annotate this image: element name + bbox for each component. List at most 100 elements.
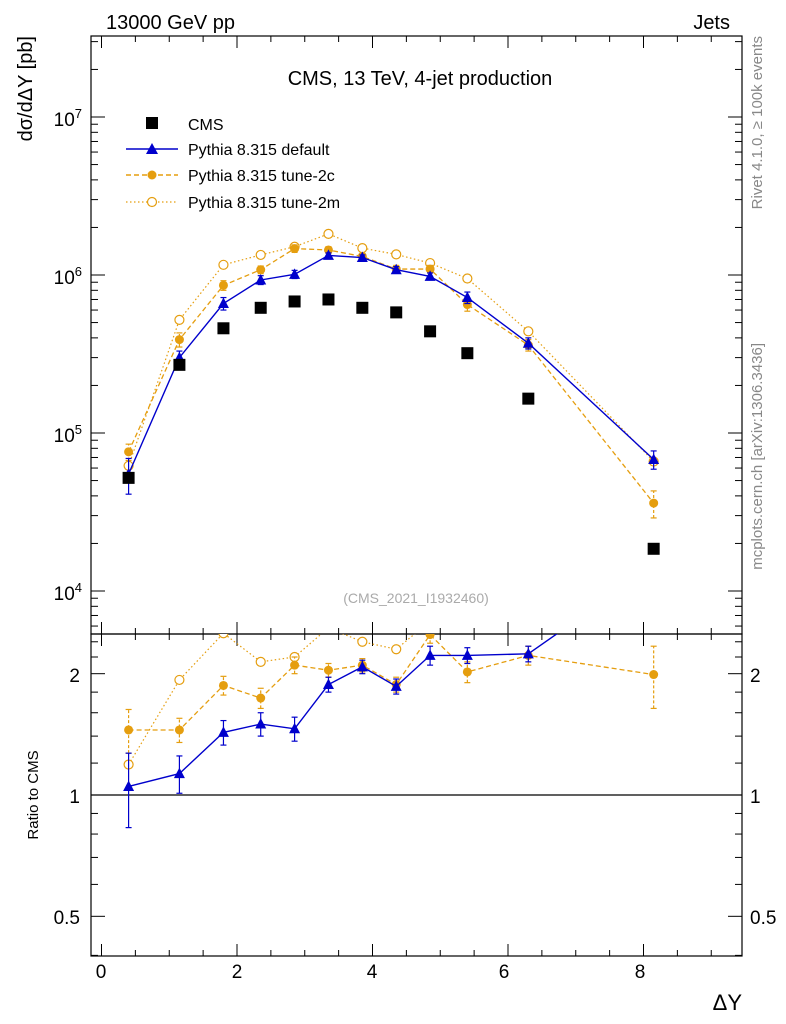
main-default-point	[289, 268, 301, 279]
cms-data-point	[173, 358, 186, 371]
ratio-default-point	[289, 722, 301, 734]
x-tick-labels: 0 2 4 6 8	[96, 962, 646, 983]
ratio-tune-2c-errorbar	[427, 634, 434, 644]
y-tick-label-1e7: 107	[54, 106, 82, 131]
main-tune-2m-point	[218, 259, 229, 270]
x-tick-label-8: 8	[635, 962, 646, 983]
main-default-point	[648, 453, 660, 464]
y-tick-label-1e5: 105	[54, 422, 82, 447]
cms-data-point	[288, 295, 301, 308]
main-tune-2c-errorbar	[650, 490, 657, 519]
ratio-tune-2c-line	[128, 634, 654, 731]
main-tune-2c-point	[256, 265, 266, 275]
main-tune-2m-point	[255, 249, 266, 261]
x-tick-label-2: 2	[232, 962, 243, 983]
main-tune-2m-point	[462, 273, 473, 284]
ratio-default-point	[390, 680, 402, 691]
main-y-axis-label: dσ/dΔY [pb]	[15, 36, 37, 141]
ratio-tune-2c-point	[174, 725, 184, 735]
ratio-tune-2c-point	[323, 665, 333, 675]
ratio-tick-label-0-5-right: 0.5	[750, 908, 776, 929]
y-tick-label-1e4: 104	[54, 580, 82, 605]
ratio-tick-label-1: 1	[69, 787, 80, 808]
legend-marker-default	[146, 143, 158, 154]
ratio-default-errorbar	[651, 557, 657, 576]
main-tune-2m-point	[174, 314, 185, 325]
ratio-tune-2c-errorbar	[291, 656, 298, 675]
ratio-axis-ticks	[91, 634, 742, 956]
legend-marker-tune-2c	[147, 170, 157, 180]
main-tune-2c-point	[290, 244, 300, 254]
main-axis-ticks	[91, 36, 742, 634]
main-data-layer	[122, 228, 660, 555]
legend: CMS Pythia 8.315 default Pythia 8.315 tu…	[126, 117, 340, 212]
main-tune-2c-point	[649, 498, 659, 508]
ratio-tune-2c-point	[425, 634, 435, 640]
x-tick-label-6: 6	[499, 962, 510, 983]
main-default-point	[424, 270, 436, 281]
ratio-y-tick-labels-right: 2 1 0.5	[750, 666, 776, 929]
legend-label-tune-2c: Pythia 8.315 tune-2c	[188, 168, 335, 185]
ratio-tune-2c-point	[256, 693, 266, 703]
ratio-default-point	[424, 649, 436, 660]
main-default-point	[322, 249, 334, 260]
ratio-default-point	[522, 647, 534, 659]
ratio-y-axis-label: Ratio to CMS	[25, 750, 42, 839]
x-tick-label-4: 4	[367, 962, 378, 983]
main-tune-2m-line	[128, 233, 655, 466]
ratio-default-point	[356, 660, 368, 672]
legend-label-tune-2m: Pythia 8.315 tune-2m	[188, 195, 340, 212]
chart-title: CMS, 13 TeV, 4-jet production	[288, 68, 553, 90]
ratio-default-point	[461, 649, 473, 660]
main-default-point	[522, 337, 534, 348]
ratio-default-point	[255, 718, 267, 729]
main-y-tick-labels: 104 105 106 107	[54, 106, 82, 605]
ratio-tick-label-0-5: 0.5	[54, 908, 80, 929]
ratio-tune-2m-point	[649, 568, 658, 577]
cms-data-point	[122, 471, 135, 484]
main-default-point	[356, 251, 368, 263]
rivet-label: Rivet 4.1.0, ≥ 100k events	[749, 36, 766, 209]
cms-data-point	[647, 542, 660, 555]
ratio-default-point	[322, 678, 334, 690]
ratio-tune-2c-point	[649, 670, 659, 680]
main-tune-2c-point	[425, 264, 435, 274]
main-tune-2c-point	[124, 447, 134, 457]
ratio-tune-2c-point	[218, 680, 228, 690]
jets-label: Jets	[693, 12, 730, 34]
cms-data-point	[461, 347, 474, 360]
cms-data-point	[390, 306, 403, 319]
cms-data-point	[217, 322, 230, 335]
ratio-data-layer	[91, 557, 742, 829]
main-tune-2c-point	[218, 280, 228, 290]
ratio-tune-2m-line	[128, 634, 416, 765]
main-tune-2m-point	[323, 228, 334, 240]
legend-label-cms: CMS	[188, 117, 224, 134]
legend-label-default: Pythia 8.315 default	[188, 142, 330, 159]
x-axis-label: ΔY	[713, 990, 743, 1015]
energy-label: 13000 GeV pp	[106, 12, 235, 34]
main-tune-2m-point	[523, 326, 534, 337]
x-tick-label-0: 0	[96, 962, 107, 983]
cms-data-point	[254, 301, 267, 314]
cms-data-point	[522, 392, 535, 405]
legend-marker-cms	[146, 117, 158, 129]
main-default-point	[217, 297, 229, 309]
main-tune-2m-point	[391, 249, 402, 260]
main-tune-2c-point	[174, 335, 184, 345]
analysis-id: (CMS_2021_I1932460)	[343, 590, 489, 606]
ratio-tune-2c-point	[290, 660, 300, 670]
ratio-tick-label-2: 2	[69, 666, 80, 687]
ratio-y-tick-labels-left: 2 1 0.5	[54, 666, 80, 929]
y-tick-label-1e6: 106	[54, 264, 82, 289]
legend-marker-tune-2m	[146, 196, 158, 208]
cms-data-point	[356, 301, 369, 314]
main-tune-2m-point	[357, 242, 368, 254]
main-tune-2c-line	[128, 247, 655, 504]
ratio-tune-2c-point	[462, 667, 472, 677]
ratio-default-point	[648, 560, 659, 571]
main-default-point	[390, 263, 402, 275]
ratio-tune-2m-point	[324, 623, 333, 632]
ratio-tune-2m-point	[524, 619, 533, 628]
ratio-tune-2m-point	[357, 636, 368, 647]
